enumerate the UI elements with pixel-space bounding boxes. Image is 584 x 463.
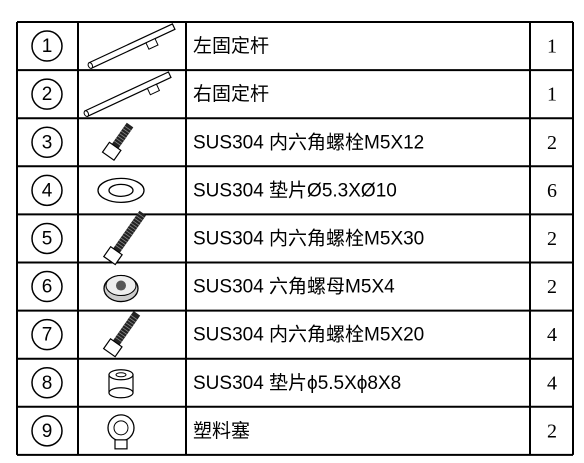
bolt-thread (121, 327, 129, 333)
bolt-thread (116, 334, 124, 340)
part-icon (102, 210, 147, 266)
plug-inner (113, 420, 129, 436)
bolt-thread (128, 317, 136, 323)
bolt-thread (134, 217, 142, 224)
bolt-thread (120, 130, 128, 136)
bolt-thread (135, 215, 143, 221)
bolt-thread (115, 244, 123, 251)
part-quantity: 4 (547, 372, 557, 394)
part-name: SUS304 内六角螺栓M5X12 (193, 131, 424, 153)
bolt-thread (118, 239, 126, 246)
part-icon (102, 311, 141, 358)
bolt-head (101, 141, 122, 162)
rod-end (83, 110, 90, 117)
part-name: SUS304 内六角螺栓M5X30 (193, 227, 424, 249)
bolt-thread (120, 329, 128, 335)
rod-tab (146, 83, 161, 96)
number-circle (31, 415, 63, 447)
bolt-thread (123, 232, 131, 238)
bolt-thread (132, 220, 140, 226)
number-circle (31, 318, 63, 351)
part-icon (83, 71, 172, 118)
number-circle (31, 367, 63, 399)
spacer-hole (115, 372, 127, 378)
part-quantity: 6 (547, 180, 557, 202)
nut-hole (116, 280, 126, 291)
bolt-thread (127, 319, 135, 325)
part-icon (101, 122, 134, 162)
bolt-thread (118, 332, 126, 338)
part-quantity: 2 (547, 228, 557, 250)
bolt-thread (117, 135, 125, 141)
bolt-thread (125, 230, 133, 236)
part-name: SUS304 六角螺母M5X4 (193, 276, 395, 298)
bolt-thread (123, 324, 131, 330)
rod-end (87, 62, 94, 69)
part-name: 右固定杆 (193, 83, 269, 105)
row-number: 3 (42, 132, 53, 153)
washer-hole (108, 183, 134, 198)
bolt-thread (119, 133, 127, 139)
part-quantity: 2 (547, 420, 557, 442)
bolt-thread (137, 212, 145, 219)
part-quantity: 2 (547, 132, 557, 154)
part-name: 左固定杆 (193, 35, 269, 57)
part-name: SUS304 垫片Ø5.3XØ10 (193, 179, 397, 201)
row-number: 7 (42, 325, 53, 346)
row-number: 8 (42, 373, 53, 394)
number-circle (31, 270, 63, 303)
part-quantity: 1 (547, 36, 557, 58)
rod-tab (145, 37, 159, 50)
bolt-thread (120, 237, 128, 243)
bolt-shank (112, 311, 141, 346)
part-quantity: 2 (547, 276, 557, 298)
bolt-thread (115, 137, 123, 144)
rod (84, 71, 172, 118)
bolt-thread (125, 322, 133, 328)
row-number: 2 (42, 84, 53, 105)
part-quantity: 1 (547, 84, 557, 106)
plug-stem (114, 439, 128, 450)
bolt-thread (130, 222, 138, 228)
bolt-thread (124, 125, 132, 131)
bolt-thread (128, 225, 136, 231)
bolt-thread (113, 140, 121, 146)
bolt-thread (130, 314, 138, 321)
part-name: 塑料塞 (193, 420, 250, 442)
number-circle (31, 78, 63, 110)
bolt-thread (115, 336, 123, 343)
number-circle (31, 174, 63, 207)
number-circle (31, 222, 63, 255)
bolt-thread (127, 227, 135, 233)
part-name: SUS304 垫片ϕ5.5Xϕ8X8 (193, 372, 401, 394)
part-name: SUS304 内六角螺栓M5X20 (193, 324, 424, 346)
part-icon (87, 23, 176, 70)
row-number: 5 (42, 228, 53, 249)
bolt-thread (122, 235, 130, 241)
row-number: 4 (42, 180, 53, 201)
rod (88, 23, 176, 70)
number-circle (31, 30, 63, 62)
row-number: 6 (42, 277, 53, 298)
row-number: 9 (42, 421, 53, 442)
spacer-bottom (108, 387, 134, 399)
bolt-head (102, 337, 123, 358)
number-circle (31, 126, 63, 158)
bolt-thread (116, 242, 124, 248)
bolt-head (102, 245, 123, 266)
row-number: 1 (42, 36, 53, 57)
part-quantity: 4 (547, 324, 557, 346)
bolt-thread (122, 128, 130, 134)
